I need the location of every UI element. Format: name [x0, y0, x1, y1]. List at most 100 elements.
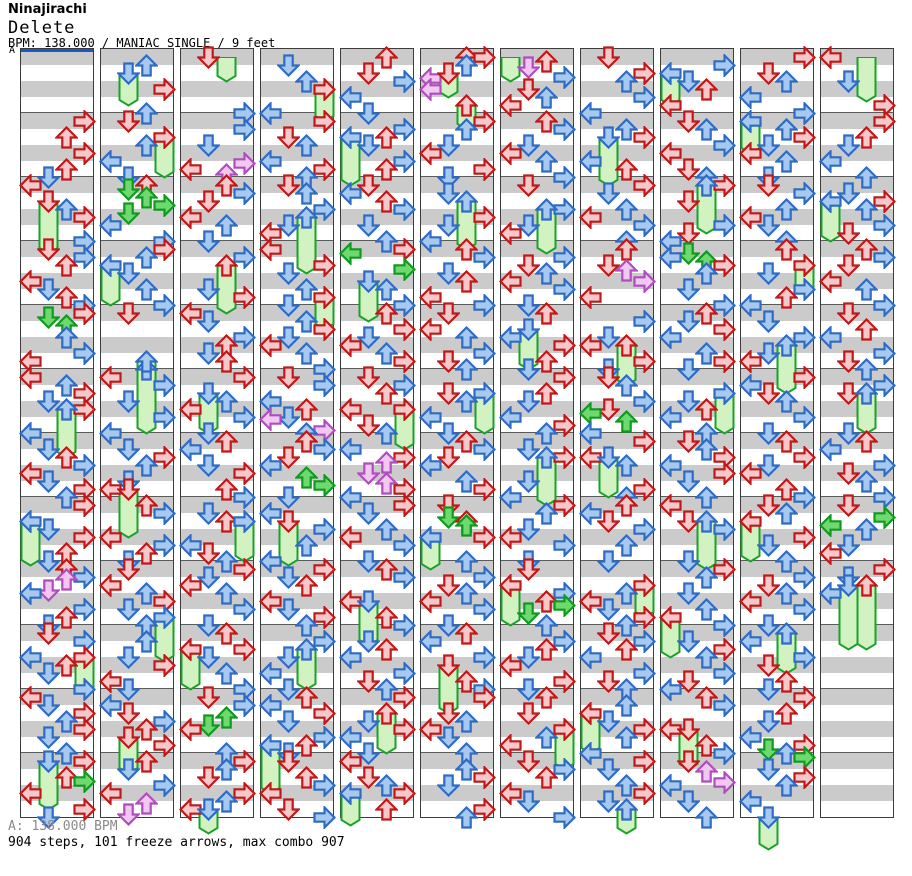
right-arrow-icon	[312, 772, 336, 798]
down-arrow-icon	[675, 429, 701, 453]
down-arrow-icon	[435, 773, 461, 797]
up-arrow-icon	[53, 709, 79, 733]
right-arrow-icon	[152, 604, 176, 630]
left-arrow-icon	[578, 700, 602, 726]
right-arrow-icon	[392, 256, 416, 282]
up-arrow-icon	[373, 125, 399, 149]
up-arrow-icon	[773, 333, 799, 357]
up-arrow-icon	[693, 645, 719, 669]
right-arrow-icon	[792, 684, 816, 710]
right-arrow-icon	[712, 556, 736, 582]
down-arrow-icon	[835, 69, 861, 93]
down-arrow-icon	[355, 629, 381, 653]
left-arrow-icon	[178, 300, 202, 326]
down-arrow-icon	[515, 389, 541, 413]
down-arrow-icon	[195, 189, 221, 213]
up-arrow-icon	[53, 605, 79, 629]
right-arrow-icon	[472, 524, 496, 550]
right-arrow-icon	[472, 204, 496, 230]
down-arrow-icon	[35, 805, 61, 829]
down-arrow-icon	[755, 613, 781, 637]
up-arrow-icon	[293, 733, 319, 757]
right-arrow-icon	[792, 252, 816, 278]
right-arrow-icon	[472, 764, 496, 790]
up-arrow-icon	[853, 429, 879, 453]
right-arrow-icon	[232, 151, 256, 177]
up-arrow-icon	[373, 189, 399, 213]
measure-line	[21, 368, 93, 369]
up-arrow-icon	[533, 349, 559, 373]
down-arrow-icon	[435, 653, 461, 677]
left-arrow-icon	[338, 524, 362, 550]
down-arrow-icon	[755, 309, 781, 333]
left-arrow-icon	[98, 364, 122, 390]
up-arrow-icon	[453, 709, 479, 733]
right-arrow-icon	[872, 212, 896, 238]
down-arrow-icon	[515, 437, 541, 461]
right-arrow-icon	[72, 452, 96, 478]
down-arrow-icon	[115, 725, 141, 749]
up-arrow-icon	[773, 389, 799, 413]
right-arrow-icon	[312, 700, 336, 726]
up-arrow-icon	[373, 517, 399, 541]
down-arrow-icon	[755, 213, 781, 237]
left-arrow-icon	[658, 244, 682, 270]
up-arrow-icon	[533, 149, 559, 173]
right-arrow-icon	[232, 244, 256, 270]
left-arrow-icon	[498, 140, 522, 166]
up-arrow-icon	[373, 229, 399, 253]
down-arrow-icon	[755, 709, 781, 733]
chart-column	[98, 48, 176, 826]
chart-column	[258, 48, 336, 830]
down-arrow-icon	[275, 797, 301, 821]
down-arrow-icon	[595, 597, 621, 621]
up-arrow-icon	[453, 805, 479, 829]
up-arrow-icon	[53, 397, 79, 421]
right-arrow-icon	[632, 428, 656, 454]
up-arrow-icon	[773, 117, 799, 141]
up-arrow-icon	[533, 613, 559, 637]
up-arrow-icon	[373, 45, 399, 69]
right-arrow-icon	[712, 132, 736, 158]
left-arrow-icon	[658, 60, 682, 86]
down-arrow-icon	[515, 789, 541, 813]
up-arrow-icon	[613, 373, 639, 397]
up-arrow-icon	[773, 477, 799, 501]
right-arrow-icon	[312, 804, 336, 830]
left-arrow-icon	[578, 588, 602, 614]
right-arrow-icon	[792, 180, 816, 206]
left-arrow-icon	[498, 524, 522, 550]
left-arrow-icon	[418, 140, 442, 166]
up-arrow-icon	[853, 573, 879, 597]
right-arrow-icon	[472, 340, 496, 366]
left-arrow-icon	[738, 724, 762, 750]
down-arrow-icon	[355, 365, 381, 389]
down-arrow-icon	[195, 229, 221, 253]
up-arrow-icon	[453, 469, 479, 493]
down-arrow-icon	[755, 533, 781, 557]
up-arrow-icon	[133, 101, 159, 125]
left-arrow-icon	[658, 452, 682, 478]
down-arrow-icon	[355, 213, 381, 237]
left-arrow-icon	[578, 500, 602, 526]
left-arrow-icon	[338, 436, 362, 462]
up-arrow-icon	[693, 397, 719, 421]
measure-line	[421, 496, 493, 497]
up-arrow-icon	[613, 637, 639, 661]
left-arrow-icon	[178, 156, 202, 182]
left-arrow-icon	[658, 676, 682, 702]
up-arrow-icon	[773, 429, 799, 453]
right-arrow-icon	[72, 244, 96, 270]
down-arrow-icon	[355, 173, 381, 197]
down-arrow-icon	[115, 437, 141, 461]
left-arrow-icon	[578, 420, 602, 446]
down-arrow-icon	[835, 533, 861, 557]
down-arrow-icon	[355, 413, 381, 437]
up-arrow-icon	[453, 325, 479, 349]
chart-stats: 904 steps, 101 freeze arrows, max combo …	[8, 835, 345, 850]
down-arrow-icon	[275, 677, 301, 701]
left-arrow-icon	[338, 748, 362, 774]
down-arrow-icon	[435, 421, 461, 445]
up-arrow-icon	[693, 341, 719, 365]
right-arrow-icon	[392, 316, 416, 342]
